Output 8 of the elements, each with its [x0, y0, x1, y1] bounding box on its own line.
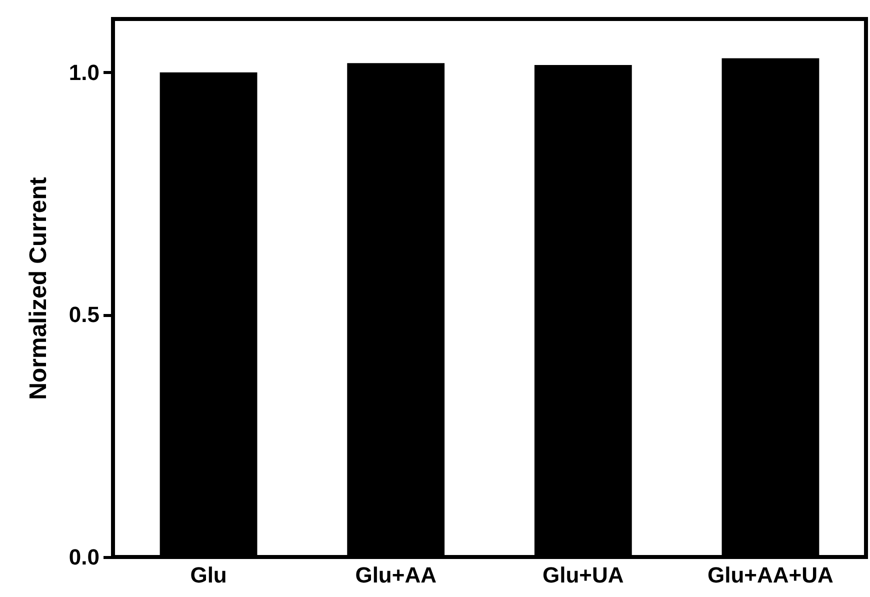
y-axis-title: Normalized Current [24, 177, 52, 400]
y-tick-label: 0.5 [68, 302, 100, 328]
y-tick-label: 0.0 [68, 544, 100, 570]
x-tick-label: Glu+AA [355, 562, 437, 588]
x-tick-label: Glu+AA+UA [708, 562, 834, 588]
y-tick-label: 1.0 [68, 60, 100, 85]
x-tick-label: Glu+UA [542, 562, 624, 588]
x-tick-label: Glu [190, 562, 227, 588]
